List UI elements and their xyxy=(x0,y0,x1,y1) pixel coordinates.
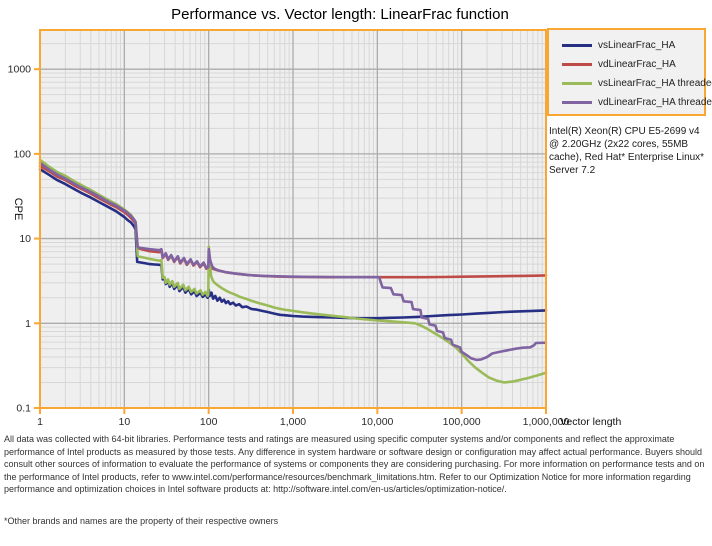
chart-legend: vsLinearFrac_HA vdLinearFrac_HA vsLinearFr… xyxy=(547,28,712,116)
svg-text:1: 1 xyxy=(25,318,31,330)
x-axis-tick-labels: 1 10 100 1,000 10,000 100,000 1,000,000 xyxy=(37,416,569,428)
legend-line-sample xyxy=(562,44,592,47)
svg-text:100: 100 xyxy=(200,416,218,428)
series-line-vdLinearFrac_HA-threaded xyxy=(38,161,548,362)
legend-item-label: vsLinearFrac_HA xyxy=(598,40,676,51)
y-axis-tick-labels: 0.1 1 10 100 1000 xyxy=(8,64,32,415)
svg-text:10: 10 xyxy=(19,233,31,245)
chart-plot: 1 10 100 1,000 10,000 100,000 1,000,0000.11101… xyxy=(8,29,621,428)
svg-text:100,000: 100,000 xyxy=(443,416,481,428)
svg-text:1,000: 1,000 xyxy=(280,416,306,428)
legend-line-sample xyxy=(562,101,592,104)
axis-tick-marks xyxy=(34,68,547,414)
svg-text:1,000,000: 1,000,000 xyxy=(523,416,570,428)
plot-frame xyxy=(39,29,547,409)
legend-item: vsLinearFrac_HA xyxy=(549,36,704,55)
legend-item: vsLinearFrac_HA threaded xyxy=(549,74,712,93)
legend-line-sample xyxy=(562,63,592,66)
svg-text:1: 1 xyxy=(37,416,43,428)
legend-item-label: vdLinearFrac_HA threaded xyxy=(598,97,712,108)
legend-item: vdLinearFrac_HA xyxy=(549,55,704,74)
system-info-annotation: Intel(R) Xeon(R) CPU E5-2699 v4 @ 2.20GH… xyxy=(549,126,705,176)
svg-text:10,000: 10,000 xyxy=(361,416,393,428)
series-line-vsLinearFrac_HA-threaded xyxy=(38,158,548,384)
trademark-note: *Other brands and names are the property… xyxy=(4,516,279,526)
y-axis-title: CPE xyxy=(12,198,24,221)
legend-item: vdLinearFrac_HA threaded xyxy=(549,93,712,112)
legend-item-label: vsLinearFrac_HA threaded xyxy=(598,78,712,89)
svg-text:10: 10 xyxy=(118,416,130,428)
legend-line-sample xyxy=(562,82,592,85)
chart-title: Performance vs. Vector length: LinearFra… xyxy=(171,6,509,23)
x-axis-title: Vector length xyxy=(560,416,621,428)
svg-text:0.1: 0.1 xyxy=(16,403,31,415)
svg-text:100: 100 xyxy=(13,148,31,160)
legend-item-label: vdLinearFrac_HA xyxy=(598,59,676,70)
svg-text:1000: 1000 xyxy=(8,64,32,76)
disclaimer-text: All data was collected with 64-bit libra… xyxy=(4,434,705,495)
